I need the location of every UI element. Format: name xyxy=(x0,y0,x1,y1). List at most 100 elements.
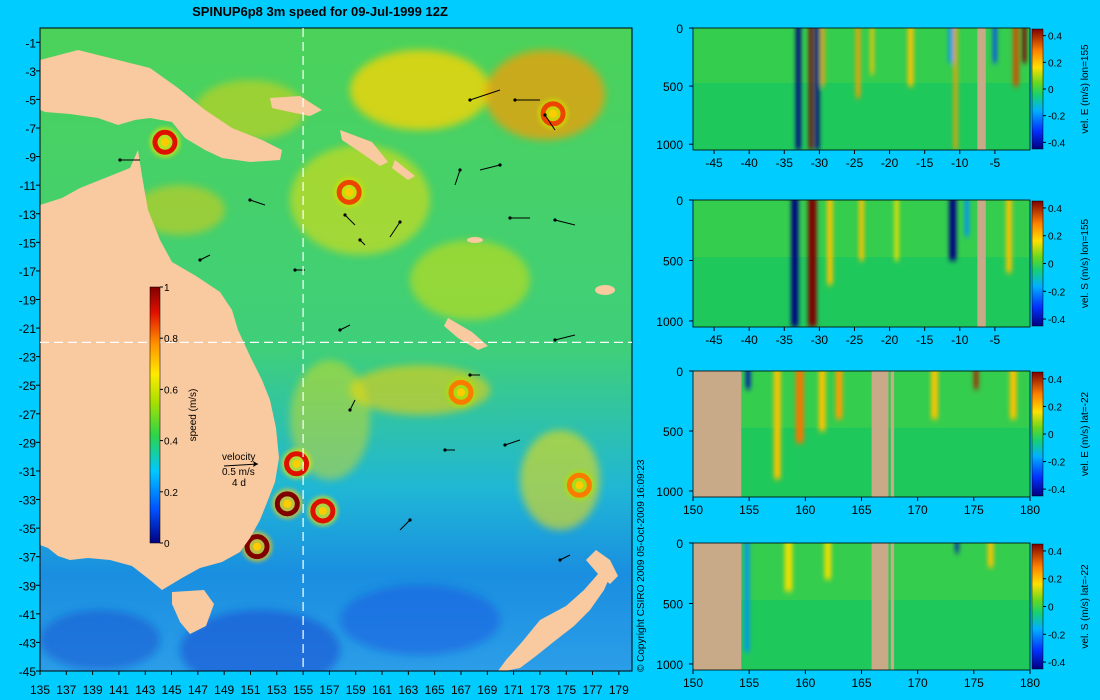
eddy xyxy=(149,127,180,158)
section-band xyxy=(855,28,861,98)
section-y-tick-label: 0 xyxy=(676,22,683,36)
map-x-tick-label: 175 xyxy=(556,683,576,697)
section-x-tick-label: 165 xyxy=(851,503,871,517)
section-land xyxy=(977,200,986,327)
section-land xyxy=(977,28,986,150)
map-y-tick-label: -41 xyxy=(19,608,37,622)
section-y-tick-label: 500 xyxy=(663,597,683,611)
velocity-vector xyxy=(553,218,576,226)
section-y-tick-label: 1000 xyxy=(656,658,683,672)
section-colorbar-tick: -0.2 xyxy=(1048,630,1066,641)
section-y-tick-label: 500 xyxy=(663,80,683,94)
section-band xyxy=(955,543,959,553)
section-colorbar xyxy=(1031,543,1044,670)
map-y-tick-label: -11 xyxy=(20,179,37,193)
velocity-legend-speed: 0.5 m/s xyxy=(222,467,255,478)
section-x-tick-label: -45 xyxy=(705,156,723,170)
section-x-tick-label: -35 xyxy=(776,333,794,347)
section-colorbar-tick: 0.2 xyxy=(1048,232,1062,243)
section-y-tick-label: 1000 xyxy=(656,315,683,329)
section-u-lon155: -45 -40 -35 -30 -25 -20 -15 -10 -5 0 500 1000 0.4 0.2… xyxy=(656,22,1091,170)
section-colorbar-tick: -0.4 xyxy=(1048,485,1066,496)
map-x-tick-label: 167 xyxy=(451,683,471,697)
section-band xyxy=(931,371,938,419)
eddy-features xyxy=(149,98,595,562)
section-u-lat-22: 150 155 160 165 170 175 180 0 500 1000 0.4 0.2 0 -0.2… xyxy=(656,365,1091,517)
map-x-tick-label: 135 xyxy=(30,683,50,697)
section-band xyxy=(808,28,814,150)
section-band xyxy=(795,371,804,443)
section-colorbar-tick: -0.2 xyxy=(1048,287,1066,298)
velocity-vector xyxy=(338,324,351,332)
section-x-tick-label: -20 xyxy=(881,156,899,170)
colorbar-tick-label: 1 xyxy=(164,283,170,294)
eddy xyxy=(564,470,595,501)
section-v-lat-22: 150 155 160 165 170 175 180 0 500 1000 0.4 0.2 0 -0.2… xyxy=(656,537,1091,690)
section-land xyxy=(890,371,895,497)
map-x-tick-label: 161 xyxy=(372,683,392,697)
map-x-tick-label: 173 xyxy=(530,683,550,697)
map-y-tick-label: -21 xyxy=(19,322,37,336)
section-colorbar-tick: 0.4 xyxy=(1048,204,1062,215)
map-y-tick-label: -3 xyxy=(25,65,36,79)
velocity-vector xyxy=(508,216,530,220)
eddy xyxy=(334,177,365,208)
section-colorbar-tick: 0 xyxy=(1048,260,1054,271)
map-y-tick-label: -23 xyxy=(19,351,37,365)
map-y-tick-label: -9 xyxy=(25,151,36,165)
section-band xyxy=(973,371,979,389)
section-band xyxy=(808,200,817,327)
section-x-tick-label: -25 xyxy=(846,156,864,170)
section-band xyxy=(835,371,843,419)
eddy xyxy=(281,448,312,479)
map-y-tick-label: -19 xyxy=(19,293,37,307)
map-y-ticks: -1 -3 -5 -7 -9 -11 -13 -15 -17 -19 -21 -23 -25 -27 -29… xyxy=(19,36,40,679)
map-x-tick-label: 171 xyxy=(504,683,524,697)
speed-colorbar-ticks: 0 0.2 0.4 0.6 0.8 1 xyxy=(160,283,178,550)
velocity-vector xyxy=(558,554,571,562)
section-x-tick-label: 160 xyxy=(795,503,815,517)
map-y-tick-label: -13 xyxy=(19,208,37,222)
velocity-vector xyxy=(399,518,412,531)
section-x-tick-label: 180 xyxy=(1020,503,1040,517)
section-x-tick-label: 175 xyxy=(964,503,984,517)
section-y-tick-label: 0 xyxy=(676,537,683,551)
map-y-tick-label: -39 xyxy=(19,579,37,593)
velocity-vector xyxy=(443,448,455,452)
section-x-tick-label: 170 xyxy=(908,503,928,517)
section-colorbar xyxy=(1031,371,1044,497)
eddy xyxy=(307,495,338,526)
section-band xyxy=(964,200,969,237)
velocity-legend-title: velocity xyxy=(222,452,255,463)
section-x-tick-label: -15 xyxy=(916,333,934,347)
velocity-vector xyxy=(389,220,402,238)
section-v-lon155: -45 -40 -35 -30 -25 -20 -15 -10 -5 0 500 1000 0.4 0.2… xyxy=(656,194,1091,347)
map-x-tick-label: 177 xyxy=(583,683,603,697)
section-band xyxy=(987,543,994,568)
section-x-tick-label: -15 xyxy=(916,156,934,170)
map-y-tick-label: -43 xyxy=(19,636,37,650)
colorbar-label: speed (m/s) xyxy=(188,389,199,442)
map-x-tick-label: 149 xyxy=(214,683,234,697)
colorbar-tick-label: 0 xyxy=(164,539,170,550)
section-y-tick-label: 0 xyxy=(676,194,683,208)
velocity-vector xyxy=(454,168,462,186)
section-band xyxy=(948,28,953,63)
section-x-tick-label: -40 xyxy=(740,156,758,170)
section-x-tick-label: 160 xyxy=(795,676,815,690)
section-y-tick-label: 1000 xyxy=(656,485,683,499)
section-colorbar-tick: 0 xyxy=(1048,85,1054,96)
map-x-ticks: 135 137 139 141 143 145 147 149 151 153 155 157 159 1… xyxy=(30,671,629,697)
map-x-tick-label: 145 xyxy=(162,683,182,697)
velocity-vector xyxy=(348,399,356,412)
eddy xyxy=(272,488,303,519)
section-band xyxy=(1006,200,1012,273)
velocity-legend-duration: 4 d xyxy=(232,478,246,489)
velocity-vector xyxy=(479,163,502,171)
map-y-tick-label: -45 xyxy=(19,665,37,679)
map-y-tick-label: -17 xyxy=(19,265,37,279)
section-band xyxy=(791,200,799,327)
velocity-vector xyxy=(543,113,556,131)
velocity-vectors xyxy=(118,89,576,562)
velocity-vector xyxy=(468,373,480,377)
